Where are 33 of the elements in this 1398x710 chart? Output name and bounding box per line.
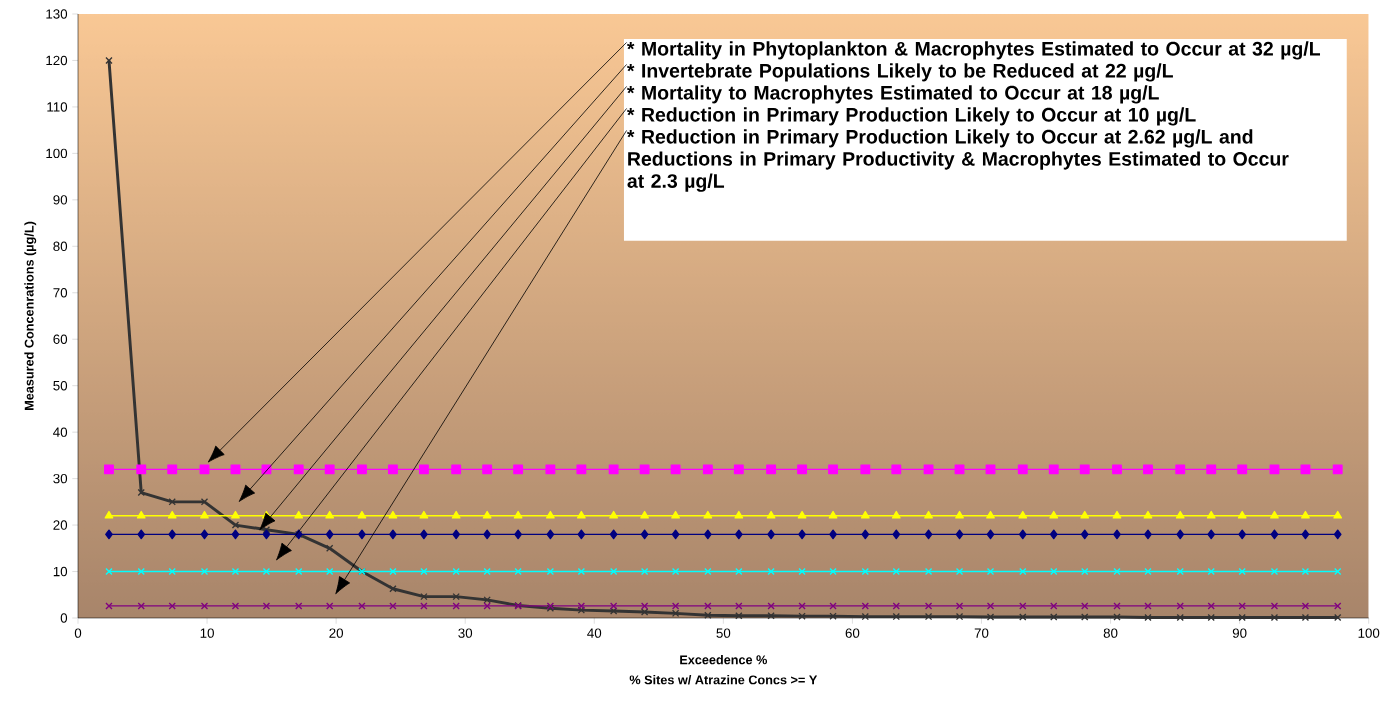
y-tick-label: 120 [46, 55, 68, 66]
annotation: * Reduction in Primary Production Likely to Occur at 10 µg/L [626, 107, 1196, 126]
annotation: * Mortality to Macrophytes Estimated to Occur at 18 µg/L [626, 85, 1159, 104]
x-tick-label: 100 [1358, 628, 1380, 638]
y-tick-label: 110 [47, 102, 68, 112]
x-tick-label: 90 [1232, 628, 1247, 638]
x-tick-label: 50 [716, 628, 731, 638]
y-tick-label: 90 [53, 195, 68, 205]
annotation: * Mortality in Phytoplankton & Macrophytes Estimated to Occur at 32 µg/L [626, 41, 1321, 60]
x-axis-title: Exceedence % [680, 654, 767, 665]
y-axis-title: Measured Concenrations (µg/L) [24, 221, 37, 410]
y-tick-label: 50 [53, 380, 68, 391]
x-tick-label: 60 [845, 628, 860, 638]
text: % Sites w/ Atrazine Concs >= Y [629, 675, 818, 685]
x-tick-label: 70 [974, 628, 989, 638]
y-tick-label: 40 [53, 427, 68, 437]
y-tick-label: 70 [53, 288, 68, 298]
y-tick-label: 30 [53, 473, 68, 484]
x-tick-label: 0 [74, 628, 82, 638]
y-tick-label: 60 [53, 334, 68, 344]
y-tick-label: 20 [53, 520, 68, 530]
x-tick-label: 10 [200, 628, 214, 638]
y-tick-label: 0 [60, 613, 68, 623]
annotation: * Invertebrate Populations Likely to be Reduced at 22 µg/L [626, 63, 1173, 82]
y-tick-label: 10 [53, 566, 68, 577]
x-tick-label: 80 [1103, 628, 1118, 638]
x-tick-label: 20 [329, 628, 344, 638]
y-tick-label: 80 [53, 241, 68, 252]
x-tick-label: 30 [458, 628, 473, 638]
x-tick-label: 40 [587, 628, 602, 638]
annotation: * Reduction in Primary Production Likely to Occur at 2.62 µg/L and Reductions in Primary Productivity & Macrophytes Estimated to Occur at 2.3 µg/L [626, 129, 1289, 192]
y-tick-label: 100 [46, 148, 68, 159]
y-tick-label: 130 [46, 9, 68, 19]
